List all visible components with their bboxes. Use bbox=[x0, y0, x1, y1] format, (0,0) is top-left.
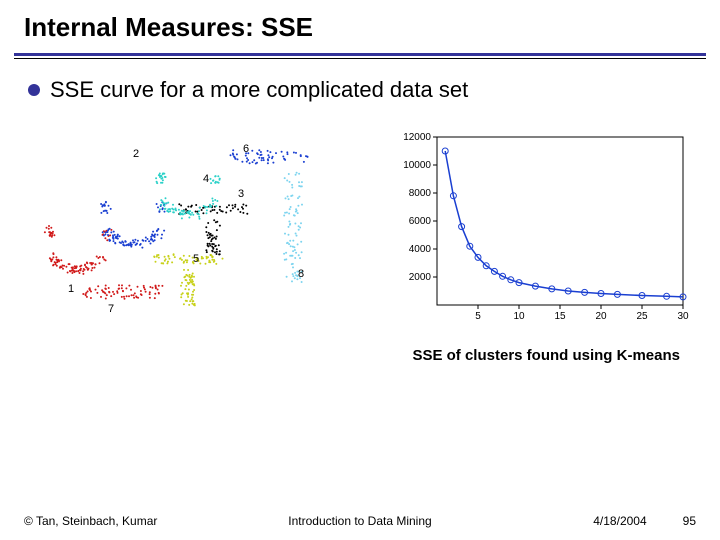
svg-text:7: 7 bbox=[108, 303, 114, 315]
svg-text:12000: 12000 bbox=[403, 132, 431, 143]
svg-text:30: 30 bbox=[677, 311, 689, 322]
sse-line-chart: 2000 4000 6000 8000 10000 12000 5 10 15 20 25 30 bbox=[393, 127, 693, 327]
svg-text:10000: 10000 bbox=[403, 160, 431, 171]
figures-row: 1 2 3 4 5 6 7 8 2000 4000 6000 8000 10000 12000 5 10 15… bbox=[0, 127, 720, 327]
slide-footer: © Tan, Steinbach, Kumar Introduction to … bbox=[0, 514, 720, 528]
svg-text:5: 5 bbox=[193, 253, 199, 265]
svg-text:8: 8 bbox=[298, 268, 304, 280]
svg-text:2000: 2000 bbox=[408, 272, 431, 283]
svg-text:5: 5 bbox=[475, 311, 481, 322]
svg-text:4000: 4000 bbox=[408, 244, 431, 255]
svg-text:10: 10 bbox=[513, 311, 525, 322]
svg-text:1: 1 bbox=[68, 283, 74, 295]
svg-text:2: 2 bbox=[133, 148, 139, 160]
svg-text:25: 25 bbox=[636, 311, 648, 322]
svg-text:15: 15 bbox=[554, 311, 566, 322]
svg-text:6000: 6000 bbox=[408, 216, 431, 227]
bullet-text: SSE curve for a more complicated data se… bbox=[50, 77, 468, 103]
svg-text:20: 20 bbox=[595, 311, 607, 322]
bullet-dot-icon bbox=[28, 84, 40, 96]
scatter-plot: 1 2 3 4 5 6 7 8 bbox=[28, 127, 358, 327]
footer-date: 4/18/2004 bbox=[593, 514, 646, 528]
footer-copyright: © Tan, Steinbach, Kumar bbox=[24, 514, 157, 528]
svg-text:8000: 8000 bbox=[408, 188, 431, 199]
chart-caption: SSE of clusters found using K-means bbox=[0, 327, 720, 364]
svg-text:4: 4 bbox=[203, 173, 209, 185]
bullet-row: SSE curve for a more complicated data se… bbox=[0, 59, 720, 103]
svg-text:6: 6 bbox=[243, 143, 249, 155]
svg-text:3: 3 bbox=[238, 188, 244, 200]
footer-page: 95 bbox=[683, 514, 696, 528]
slide-title: Internal Measures: SSE bbox=[0, 0, 720, 49]
title-rule-thick bbox=[14, 53, 706, 56]
